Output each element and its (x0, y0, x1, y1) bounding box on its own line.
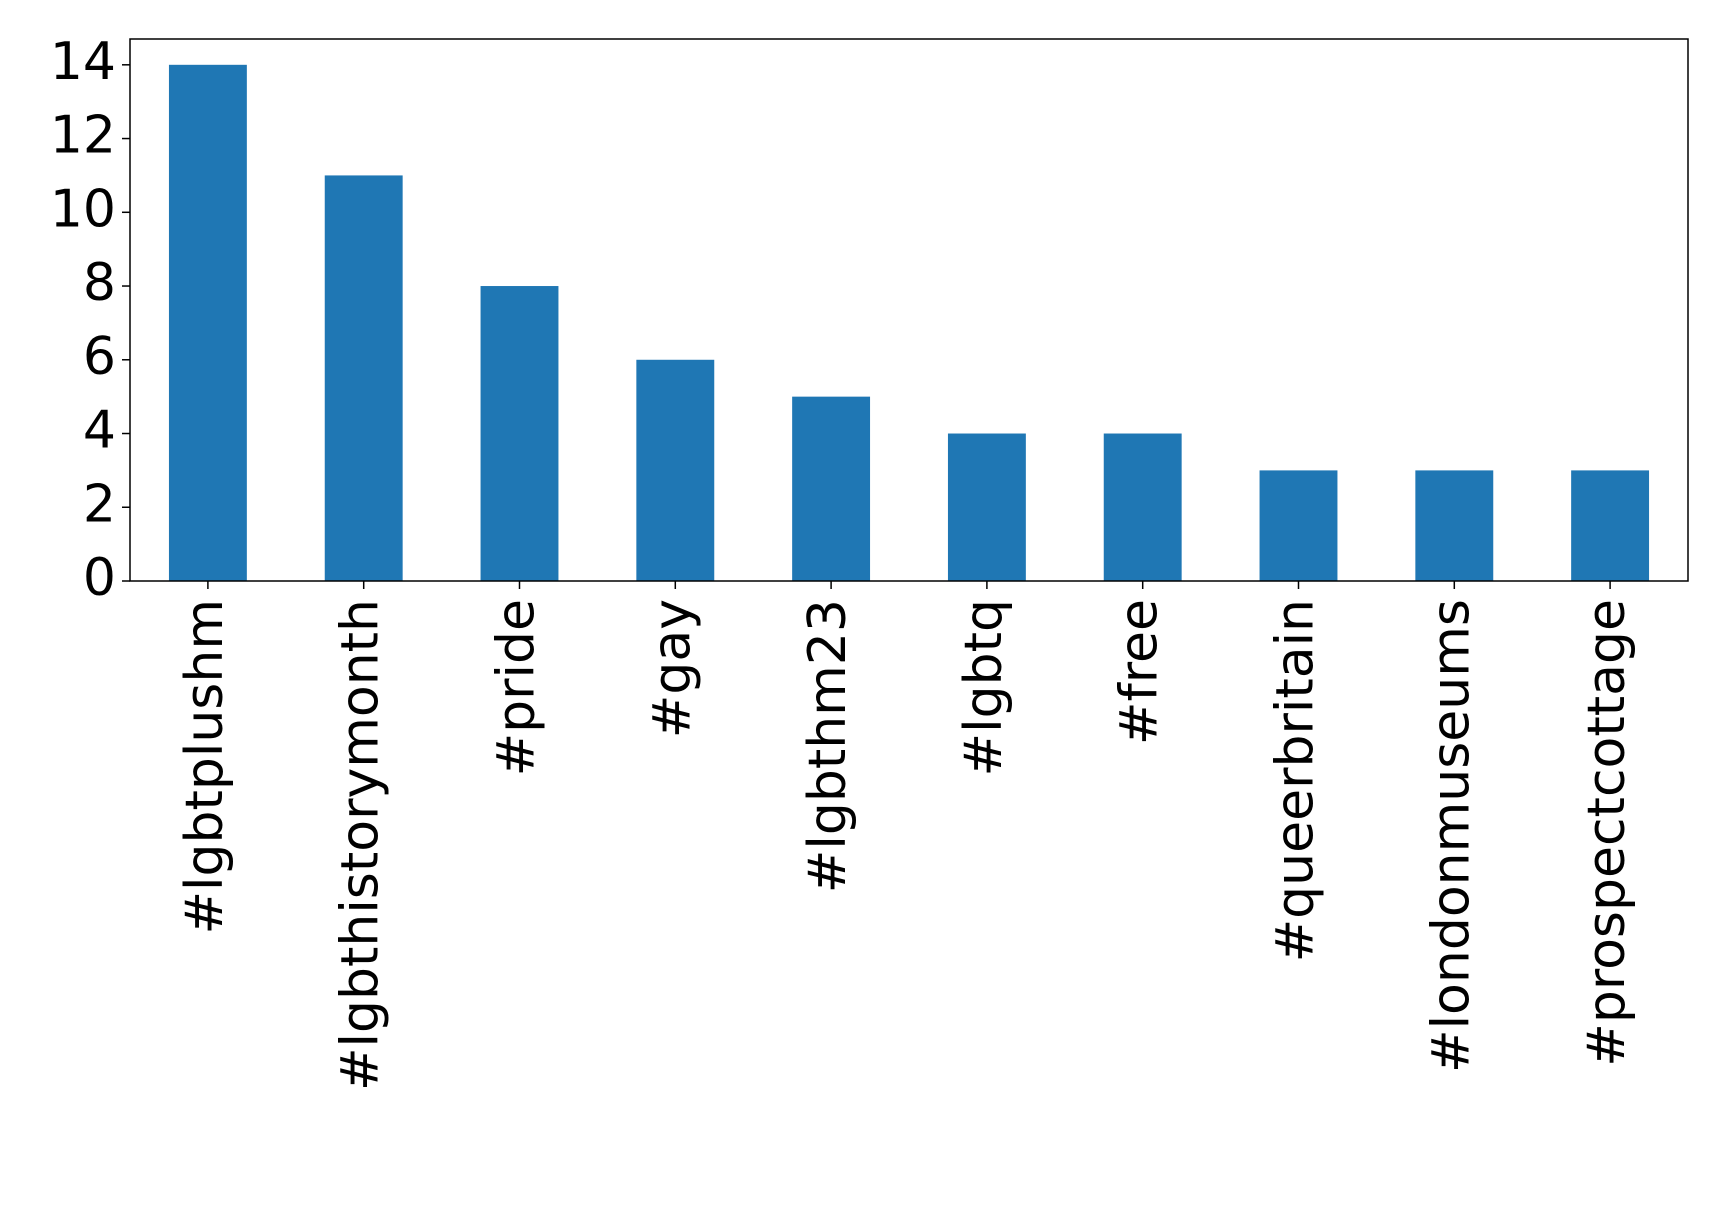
bar-lgbthistorymonth (324, 175, 403, 582)
x-tick-label: #queerbritain (1266, 599, 1326, 962)
x-tick-label: #prospectcottage (1577, 599, 1637, 1067)
bar-pride (480, 286, 559, 581)
bar-queerbritain (1259, 470, 1338, 581)
bar-lgbthm23 (792, 396, 871, 581)
y-tick-label: 8 (83, 253, 116, 313)
x-tick-label: #pride (487, 599, 547, 776)
y-tick-label: 6 (83, 327, 116, 387)
bar-londonmuseums (1415, 470, 1494, 581)
y-tick-label: 14 (50, 32, 116, 92)
x-tick-label: #lgbtq (954, 599, 1014, 776)
bar-free (1103, 433, 1182, 581)
bar-lgbtplushm (168, 64, 247, 582)
y-tick-label: 0 (83, 548, 116, 608)
y-tick-label: 4 (83, 401, 116, 461)
y-tick-label: 12 (50, 106, 116, 166)
x-tick-label: #free (1110, 599, 1170, 745)
y-tick-label: 2 (83, 474, 116, 534)
x-ticks-group: #lgbtplushm #lgbthistorymonth #pride #gay #l… (175, 581, 1637, 1091)
bars-group (168, 64, 1650, 582)
plot-frame (129, 38, 1689, 582)
x-tick-label: #lgbtplushm (175, 599, 235, 935)
x-tick-label: #londonmuseums (1421, 599, 1481, 1073)
bar-lgbtq (947, 433, 1026, 581)
x-tick-label: #gay (642, 599, 702, 738)
bar-prospectcottage (1571, 470, 1650, 581)
y-tick-label: 10 (50, 179, 116, 239)
bar-gay (636, 359, 715, 581)
y-ticks-group: 0 2 4 6 8 10 12 14 (50, 32, 130, 608)
x-tick-label: #lgbthm23 (798, 599, 858, 893)
x-tick-label: #lgbthistorymonth (331, 599, 391, 1091)
